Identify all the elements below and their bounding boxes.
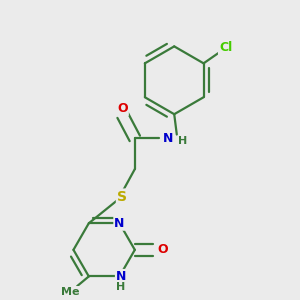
Text: N: N — [163, 132, 173, 145]
Text: H: H — [178, 136, 187, 146]
Text: O: O — [157, 243, 168, 256]
Text: N: N — [116, 270, 126, 283]
Text: Cl: Cl — [219, 41, 232, 54]
Text: S: S — [117, 190, 127, 203]
Text: H: H — [116, 282, 126, 292]
Text: O: O — [117, 102, 128, 115]
Text: Me: Me — [61, 287, 79, 297]
Text: N: N — [114, 217, 125, 230]
